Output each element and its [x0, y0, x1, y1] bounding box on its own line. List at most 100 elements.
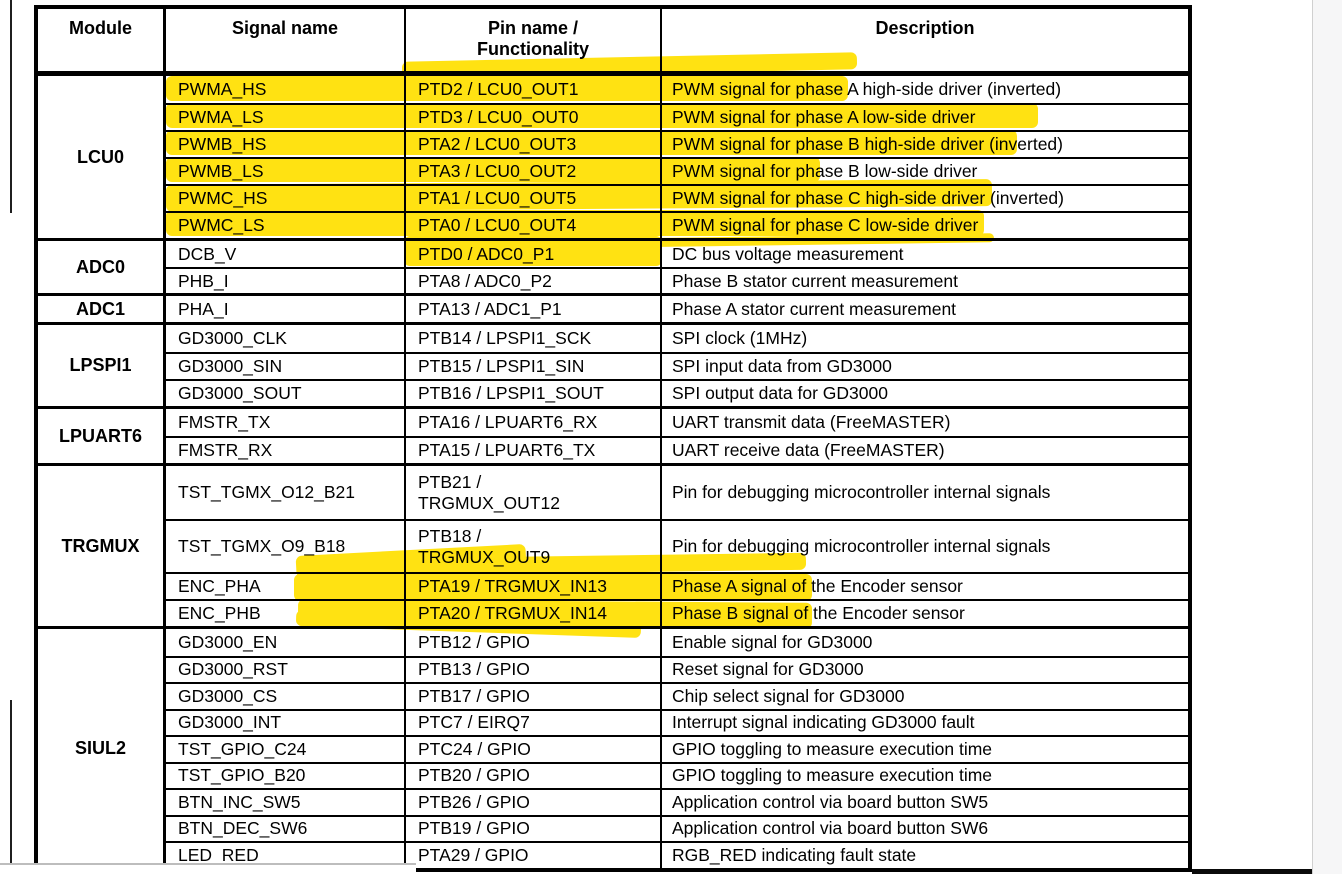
marker-highlight	[166, 210, 984, 236]
desc-cell: SPI clock (1MHz)	[672, 328, 808, 348]
pin-cell: PTB15 / LPSPI1_SIN	[406, 352, 662, 379]
module-section-adc0: ADC0 DCB_V PTD0 / ADC0_P1 DC bus voltage me…	[38, 238, 1188, 293]
signal-cell: BTN_DEC_SW6	[166, 814, 406, 841]
desc-cell: GPIO toggling to measure execution time	[662, 735, 1188, 762]
desc-cell: Chip select signal for GD3000	[662, 682, 1188, 709]
desc-cell: PWM signal for phase B high-side driver …	[662, 130, 1188, 157]
module-label: LPUART6	[38, 409, 166, 463]
module-label: LPSPI1	[38, 325, 166, 406]
desc-cell: Application control via board button SW5	[662, 788, 1188, 815]
pin-cell: PTA2 / LCU0_OUT3	[406, 130, 662, 157]
pin-cell: PTB19 / GPIO	[406, 814, 662, 841]
desc-cell: UART transmit data (FreeMASTER)	[672, 412, 951, 432]
signal-cell: PWMA_HS	[166, 76, 406, 103]
signal-cell: TST_TGMX_O12_B21	[166, 466, 406, 519]
column-header-description: Description	[875, 18, 975, 38]
table-header-row: Module Signal name Pin name / Functional…	[38, 9, 1188, 76]
signal-cell: BTN_INC_SW5	[166, 788, 406, 815]
signal-cell: PWMB_LS	[166, 157, 406, 184]
pin-cell: PTB12 / GPIO	[406, 629, 662, 656]
module-section-lpspi1: LPSPI1 GD3000_CLK PTB14 / LPSPI1_SCK SPI cl…	[38, 322, 1188, 406]
desc-cell: PWM signal for phase A high-side driver …	[672, 79, 1062, 99]
desc-cell: Phase A signal of the Encoder sensor	[662, 572, 1188, 599]
signal-cell: TST_TGMX_O9_B18	[166, 519, 406, 572]
viewer-side-panel	[1312, 0, 1342, 874]
signal-cell: LED_RED	[166, 841, 406, 868]
desc-cell: RGB_RED indicating fault state	[662, 841, 1188, 868]
column-header-module: Module	[38, 9, 166, 71]
pin-assignment-table: Module Signal name Pin name / Functional…	[34, 5, 1192, 872]
module-section-adc1: ADC1 PHA_I PTA13 / ADC1_P1 Phase A stator c…	[38, 293, 1188, 322]
pin-cell: PTB13 / GPIO	[406, 655, 662, 682]
signal-cell: TST_GPIO_C24	[166, 735, 406, 762]
desc-cell: Pin for debugging microcontroller intern…	[672, 482, 1051, 502]
page-edge-line-top	[10, 0, 12, 213]
desc-cell: Phase B signal of the Encoder sensor	[662, 599, 1188, 626]
signal-cell: ENC_PHB	[166, 599, 406, 626]
module-label: ADC0	[38, 241, 166, 293]
signal-cell: PHB_I	[166, 267, 406, 293]
desc-cell: Enable signal for GD3000	[672, 631, 873, 652]
pin-cell: PTA16 / LPUART6_RX	[406, 409, 662, 436]
desc-cell: SPI input data from GD3000	[662, 352, 1188, 379]
marker-highlight	[166, 130, 1017, 155]
signal-cell: PWMA_LS	[166, 103, 406, 130]
desc-cell: GPIO toggling to measure execution time	[662, 761, 1188, 789]
signal-cell: FMSTR_TX	[166, 409, 406, 436]
desc-cell: Phase A stator current measurement	[672, 298, 957, 319]
desc-cell: Pin for debugging microcontroller intern…	[662, 519, 1188, 572]
module-label: SIUL2	[38, 629, 166, 868]
module-section-lcu0: LCU0 PWMA_HS PTD2 / LCU0_OUT1 PWM signal fo…	[38, 76, 1188, 238]
pin-cell: PTA3 / LCU0_OUT2	[406, 157, 662, 184]
signal-cell: TST_GPIO_B20	[166, 761, 406, 788]
pin-cell: PTB26 / GPIO	[406, 788, 662, 815]
desc-cell: Reset signal for GD3000	[662, 655, 1188, 683]
page-edge-line-bottom	[10, 700, 12, 863]
signal-cell: PHA_I	[166, 296, 406, 322]
signal-cell: GD3000_EN	[166, 629, 406, 656]
pin-cell: PTD0 / ADC0_P1	[406, 241, 662, 267]
pin-cell: PTB18 / TRGMUX_OUT9	[406, 519, 662, 572]
desc-cell: UART receive data (FreeMASTER)	[662, 436, 1188, 463]
desc-cell: DC bus voltage measurement	[672, 243, 904, 264]
desc-cell: Application control via board button SW6	[662, 814, 1188, 842]
pin-cell: PTA1 / LCU0_OUT5	[406, 184, 662, 211]
desc-cell: PWM signal for phase C low-side driver	[662, 211, 1188, 238]
module-section-siul2: SIUL2 GD3000_EN PTB12 / GPIO Enable signal …	[38, 626, 1188, 868]
module-label: LCU0	[38, 76, 166, 238]
pin-cell: PTB16 / LPSPI1_SOUT	[406, 379, 662, 406]
page-edge-gray-line	[0, 863, 416, 865]
signal-cell: GD3000_CLK	[166, 325, 406, 352]
signal-cell: GD3000_INT	[166, 708, 406, 735]
module-label: TRGMUX	[38, 466, 166, 626]
pin-cell: PTA8 / ADC0_P2	[406, 267, 662, 293]
pin-cell: PTA0 / LCU0_OUT4	[406, 211, 662, 238]
pin-cell: PTB14 / LPSPI1_SCK	[406, 325, 662, 352]
pin-cell: PTC24 / GPIO	[406, 735, 662, 762]
signal-cell: ENC_PHA	[166, 572, 406, 599]
desc-cell: PWM signal for phase B low-side driver	[662, 157, 1188, 184]
pin-cell: PTD3 / LCU0_OUT0	[406, 103, 662, 130]
module-label: ADC1	[38, 296, 166, 322]
pin-cell: PTA20 / TRGMUX_IN14	[406, 599, 662, 626]
desc-cell: PWM signal for phase A low-side driver	[662, 103, 1188, 130]
pin-cell: PTB17 / GPIO	[406, 682, 662, 709]
next-page-border	[1192, 869, 1342, 874]
marker-highlight	[166, 103, 1038, 128]
signal-cell: GD3000_SIN	[166, 352, 406, 379]
signal-cell: FMSTR_RX	[166, 436, 406, 463]
column-header-signal-name: Signal name	[166, 9, 406, 71]
signal-cell: PWMB_HS	[166, 130, 406, 157]
marker-highlight	[166, 157, 820, 182]
module-section-trgmux: TRGMUX TST_TGMX_O12_B21 PTB21 / TRGMUX_OUT…	[38, 463, 1188, 626]
pin-cell: PTA29 / GPIO	[406, 841, 662, 868]
desc-cell: Interrupt signal indicating GD3000 fault	[662, 708, 1188, 736]
signal-cell: PWMC_HS	[166, 184, 406, 211]
pin-cell: PTA15 / LPUART6_TX	[406, 436, 662, 463]
desc-cell: Phase B stator current measurement	[662, 267, 1188, 293]
pin-cell: PTA19 / TRGMUX_IN13	[406, 572, 662, 599]
signal-cell: DCB_V	[166, 241, 406, 267]
module-section-lpuart6: LPUART6 FMSTR_TX PTA16 / LPUART6_RX UART tr…	[38, 406, 1188, 463]
marker-highlight	[294, 574, 812, 601]
